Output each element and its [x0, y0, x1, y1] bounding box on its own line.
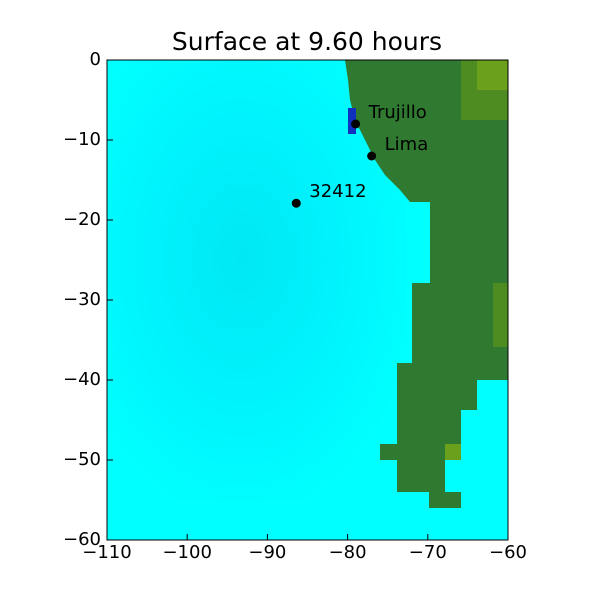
x-tick-label: −110	[82, 542, 131, 563]
land	[345, 60, 508, 508]
highland	[445, 444, 461, 460]
location-marker	[367, 151, 377, 161]
y-tick-label: −50	[63, 449, 101, 470]
x-tick-label: −70	[409, 542, 447, 563]
x-tick-label: −80	[329, 542, 367, 563]
y-tick-label: −20	[63, 209, 101, 230]
highland	[477, 60, 508, 90]
y-tick-label: 0	[90, 49, 101, 70]
chart-title: Surface at 9.60 hours	[172, 27, 442, 56]
location-label: Lima	[385, 134, 429, 155]
x-tick-label: −60	[489, 542, 527, 563]
y-tick-label: −10	[63, 129, 101, 150]
highland	[493, 283, 508, 347]
y-tick-label: −30	[63, 289, 101, 310]
y-tick-label: −60	[63, 529, 101, 550]
location-marker	[351, 119, 361, 129]
location-marker	[291, 198, 301, 208]
x-tick-label: −90	[248, 542, 286, 563]
location-label: Trujillo	[368, 102, 427, 123]
y-tick-label: −40	[63, 369, 101, 390]
wave	[348, 108, 356, 134]
location-label: 32412	[309, 181, 366, 202]
ocean-shade	[107, 60, 407, 500]
x-tick-label: −100	[162, 542, 211, 563]
